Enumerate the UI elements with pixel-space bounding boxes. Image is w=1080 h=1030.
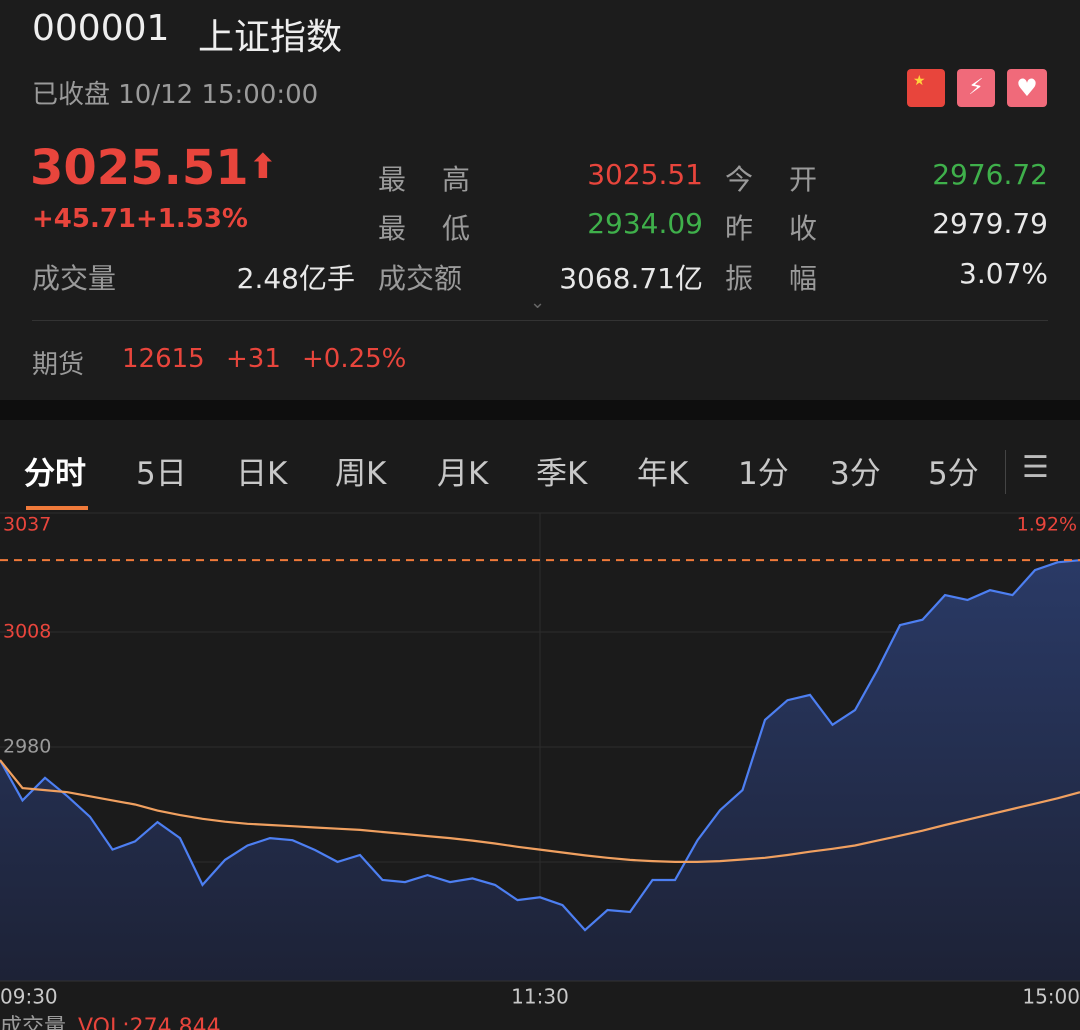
tab[interactable]: 季K bbox=[536, 456, 588, 492]
tab[interactable]: 日K bbox=[236, 456, 288, 492]
tab[interactable]: 1分 bbox=[738, 456, 789, 492]
tab[interactable]: 5分 bbox=[928, 456, 979, 492]
quote-panel: 000001 上证指数 已收盘 10/12 15:00:00 ★ ⚡ ♥ 302… bbox=[0, 0, 1080, 400]
stat-label: 成交额 bbox=[378, 262, 463, 295]
expand-chevron[interactable]: ⌄ bbox=[530, 292, 546, 313]
stat-value: 2979.79 bbox=[932, 207, 1048, 240]
stat-value: 2934.09 bbox=[587, 207, 703, 240]
status: 已收盘 10/12 15:00:00 bbox=[32, 80, 319, 110]
stat-label: 最高 bbox=[378, 163, 507, 196]
y-tick-label: 3008 bbox=[3, 621, 51, 643]
stat-value: 3.07% bbox=[959, 257, 1048, 290]
stat-label: 最低 bbox=[378, 212, 507, 245]
average-line bbox=[0, 759, 1080, 863]
futures-percent: +0.25% bbox=[302, 344, 407, 374]
menu-icon[interactable]: ☰ bbox=[1022, 450, 1049, 485]
divider bbox=[32, 320, 1048, 321]
flag-icon[interactable]: ★ bbox=[907, 69, 945, 107]
tab-separator bbox=[1005, 450, 1006, 494]
volume-label: 成交量 bbox=[0, 1015, 66, 1030]
x-tick-label: 11:30 bbox=[511, 985, 569, 1009]
x-tick-label: 15:00 bbox=[1022, 985, 1080, 1009]
stock-code: 000001 bbox=[32, 8, 170, 49]
tab[interactable]: 年K bbox=[637, 456, 689, 492]
tab[interactable]: 分时 bbox=[24, 456, 86, 492]
stat-label: 振幅 bbox=[725, 262, 854, 295]
stock-name: 上证指数 bbox=[198, 17, 343, 58]
y-tick-label: 3037 bbox=[3, 514, 51, 536]
y-tick-label: 2980 bbox=[3, 736, 51, 758]
tab[interactable]: 3分 bbox=[830, 456, 881, 492]
tab[interactable]: 周K bbox=[335, 456, 387, 492]
stat-label: 昨收 bbox=[725, 212, 854, 245]
stat-label: 今开 bbox=[725, 163, 854, 196]
futures-label: 期货 bbox=[32, 350, 85, 380]
tab[interactable]: 5日 bbox=[136, 456, 187, 492]
stat-value: 2976.72 bbox=[932, 158, 1048, 191]
change: +45.71 bbox=[32, 204, 137, 234]
x-tick-label: 09:30 bbox=[0, 985, 58, 1009]
stat-value: 3068.71亿 bbox=[559, 262, 703, 295]
futures-price: 12615 bbox=[122, 344, 205, 374]
change-percent: +1.53% bbox=[136, 204, 248, 234]
price-line bbox=[0, 559, 1080, 932]
tab-underline bbox=[26, 506, 88, 510]
stat-value: 2.48亿手 bbox=[236, 262, 355, 295]
price-area bbox=[0, 560, 1080, 981]
flash-icon[interactable]: ⚡ bbox=[957, 69, 995, 107]
price: 3025.51⬆ bbox=[30, 140, 278, 196]
volume-value: VOL:274,844 bbox=[78, 1015, 221, 1030]
stat-value: 3025.51 bbox=[587, 158, 703, 191]
tab[interactable]: 月K bbox=[437, 456, 489, 492]
favorite-icon[interactable]: ♥ bbox=[1007, 69, 1047, 107]
chart: 303730082980295229231.92%0.96%0.01%-0.95… bbox=[0, 512, 1080, 1030]
stat-label: 成交量 bbox=[32, 262, 117, 295]
futures-change: +31 bbox=[226, 344, 281, 374]
price-value: 3025.51 bbox=[30, 140, 249, 196]
y2-tick-label: 1.92% bbox=[1017, 514, 1077, 536]
